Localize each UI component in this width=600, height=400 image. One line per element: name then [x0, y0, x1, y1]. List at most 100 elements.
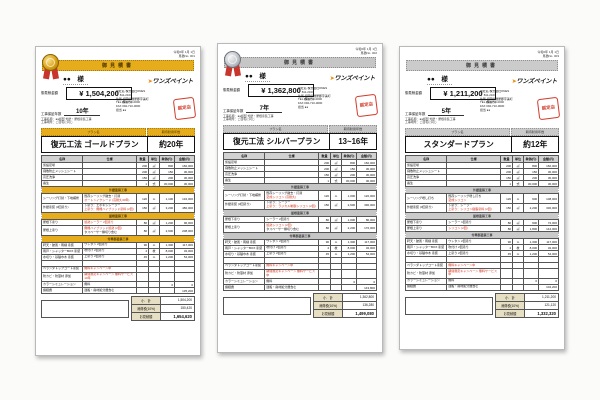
cell-qty: 150 [135, 202, 150, 214]
cell-amt [174, 271, 195, 283]
section-band-label: 付帯部塗装工事 [405, 231, 559, 240]
section-band-label: 外壁塗装工事 [41, 186, 195, 195]
plan-name: スタンダードプラン [406, 136, 513, 152]
section-band-label: 外壁塗装工事 [405, 186, 559, 195]
cell-name: 諸経費 [222, 284, 266, 292]
section-band-label: 付帯部塗装工事 [223, 231, 377, 240]
column-header: 単位 [512, 155, 524, 164]
grand-total-label: お見積額 [314, 310, 343, 318]
blank-cell [538, 256, 559, 264]
section-band-label: 屋根塗装工事 [405, 212, 559, 221]
estimate-amount: ¥ 1,211,200 [430, 87, 496, 100]
cell-unit [512, 268, 524, 279]
spec-line: 無料 [448, 278, 455, 283]
company-info-line: 住所 福岡県糟屋郡宇美町 [116, 96, 149, 101]
cell-unit: m [330, 190, 342, 201]
spec-line: 上塗り：ラジカル制御シリコン (2回) [266, 204, 316, 209]
cell-unit: ㎡ [148, 202, 160, 214]
cell-spec: 運搬・廃材処分費含む [446, 283, 501, 291]
certification-seal-stamp: 認定店 [354, 93, 379, 118]
table-row: 外壁塗装 (3回塗り) 下塗り：シーラー 上塗り：ラジカル制御シリコン (2回) 15… [222, 199, 377, 211]
cell-unit: ㎡ [148, 225, 160, 236]
table-row: 屋根上塗り 遮熱シリコン (2回) タスペーサー縁切り含む 80 ㎡ 2,200 176,0… [222, 222, 377, 233]
section-band-label: 外壁塗装工事 [223, 183, 377, 192]
cell-amt [356, 268, 377, 280]
table-row: シーリング打替・下地補修 既存シーリング撤去・打替 変成シリコン (高耐久) 120 m… [222, 190, 377, 201]
cell-qty [499, 262, 514, 270]
logo-arrow-icon: ➤ [147, 79, 153, 85]
company-info-line: 担当 ●● [116, 108, 127, 113]
cell-qty: 80 [135, 219, 150, 227]
warranty-label: 工事保証年数 [223, 109, 244, 113]
certification-seal-stamp: 認定店 [172, 96, 197, 121]
section-band-row: 外壁塗装工事 [41, 186, 195, 195]
company-info-line: 住所 福岡県糟屋郡宇美町 [298, 93, 331, 98]
table-row: 屋根上塗り 無機ハイブリッド遮熱 (2回) タスペーサー縁切り含む 80 ㎡ 2,600 2… [40, 225, 195, 236]
column-header: 数量 [499, 155, 514, 164]
cell-unit [512, 283, 524, 291]
spec-line: 下塗り：シーラー [448, 203, 473, 208]
warranty-label: 工事保証年数 [41, 112, 62, 116]
cell-price: 1,100 [158, 193, 176, 204]
cell-amt: 390,000 [356, 199, 377, 211]
estimate-table: 名称 仕様 数量 単位 単価(円) 金額(円) 仮設足場 200 ㎡ 800 160,000 飛散防… [40, 155, 195, 295]
plan-name: 復元工法 ゴールドプラン [42, 136, 149, 152]
spec-line: 運搬・廃材処分費含む [266, 284, 297, 289]
table-row: 諸経費 運搬・廃材処分費含む 104,200 [404, 283, 559, 291]
remarks-box [41, 300, 129, 319]
estimate-table-header: 名称 仕様 数量 単位 単価(円) 金額(円) [222, 152, 377, 161]
table-row: 外壁塗装 (3回塗り) 下塗り：シーラー 上塗り：シリコン樹脂塗料 (2回) 150 ㎡… [404, 202, 559, 214]
table-row: 防カビ・防藻材 添加 期間限定キャンペーン 無料サービス中 [404, 268, 559, 279]
company-info: 会社名 株式会社ONES 〒 811-2101 住所 福岡県糟屋郡宇美町 TEL 09… [298, 87, 352, 110]
column-header: 名称 [40, 155, 84, 164]
grand-total-label: お見積額 [132, 313, 161, 321]
cell-price: 2,200 [340, 222, 358, 233]
spec-line: シーラー 2回塗り [266, 216, 290, 221]
cell-name: ベランダトップコート塗装 [404, 262, 448, 270]
table-row: 高圧洗浄 150 ㎡ 200 30,000 [404, 174, 559, 182]
spec-line: ウレタン 2回塗り [266, 239, 290, 244]
company-info-line: 住所 福岡県糟屋郡宇美町 [480, 96, 513, 101]
customer-name: ●● 様 [63, 73, 88, 85]
blank-cell [340, 256, 358, 264]
cell-name: 外壁塗装 (3回塗り) [40, 202, 84, 214]
estimate-table-header: 名称 仕様 数量 単位 単価(円) 金額(円) [40, 155, 195, 164]
grand-total-value: 1,499,080 [343, 310, 376, 318]
subtotal-value: 1,211,200 [525, 293, 558, 301]
spec-line: 遮熱シリコン (2回) [266, 222, 292, 227]
project-name: 工事名称：●●様邸 外壁・屋根塗装工事 [223, 113, 274, 118]
tax-value: 121,120 [525, 301, 558, 309]
spec-line: 上塗り：無機ハイブリッド塗料 (2回) [84, 207, 134, 212]
blank-cell [317, 256, 332, 264]
spec-line: 下塗り：シーラー [266, 200, 291, 205]
cell-unit: m [512, 193, 524, 204]
logo-text: ワンズペイント [334, 76, 376, 82]
cell-qty [135, 265, 150, 273]
table-row: 防カビ・防藻材 添加 期間限定キャンペーン 無料サービス中 [222, 268, 377, 280]
spec-line: 無料キャンペーン中 [266, 263, 294, 268]
amount-label: 御見積金額 [405, 91, 422, 95]
cell-spec: 無機ハイブリッド遮熱 (2回) タスペーサー縁切り含む [82, 225, 137, 236]
spec-line: 遮熱シーラー 2回塗り [84, 219, 114, 224]
cell-price: 1,200 [158, 219, 176, 227]
estimate-document-standard: 令和6年 1月 1日 見積No. 003 御見積書 ●● 様 ➤ワンズペイント … [399, 46, 565, 350]
plan-durability-years: 約12年 [523, 139, 548, 149]
grand-total-value: 1,332,320 [525, 309, 558, 317]
table-row: 屋根下塗り シーラー 2回塗り 80 ㎡ 1,000 80,000 [222, 216, 377, 224]
table-row: シーリング打替・下地補修 既存シーリング撤去・打替 オートンイクシード (高耐久30… [40, 193, 195, 204]
document-date: 令和6年 1月 1日 [173, 50, 195, 54]
cell-price: 2,600 [158, 225, 176, 236]
estimate-table-body: 仮設足場 200 ㎡ 800 160,000 飛散防止メッシュシート 200 ㎡ 150 30,0… [40, 162, 195, 295]
cell-name: シーリング打替・下地補修 [222, 190, 266, 201]
grand-total-value: 1,654,620 [161, 313, 194, 321]
document-meta: 令和6年 1月 1日 見積No. 003 [405, 50, 559, 59]
section-band-label: 屋根塗装工事 [223, 209, 377, 218]
plan-name-label: プラン名 [41, 127, 146, 136]
cell-name: 防カビ・防藻材 添加 [404, 268, 448, 279]
cell-unit: m [148, 193, 160, 204]
cell-price [158, 265, 176, 273]
spec-line: 既存シーリング増し打ち [448, 193, 482, 198]
silver-medal-icon [223, 51, 243, 81]
spec-line: タスペーサー縁切り含む [84, 229, 118, 234]
cell-spec: 下塗り：シーラー 上塗り：ラジカル制御シリコン (2回) [264, 199, 319, 211]
